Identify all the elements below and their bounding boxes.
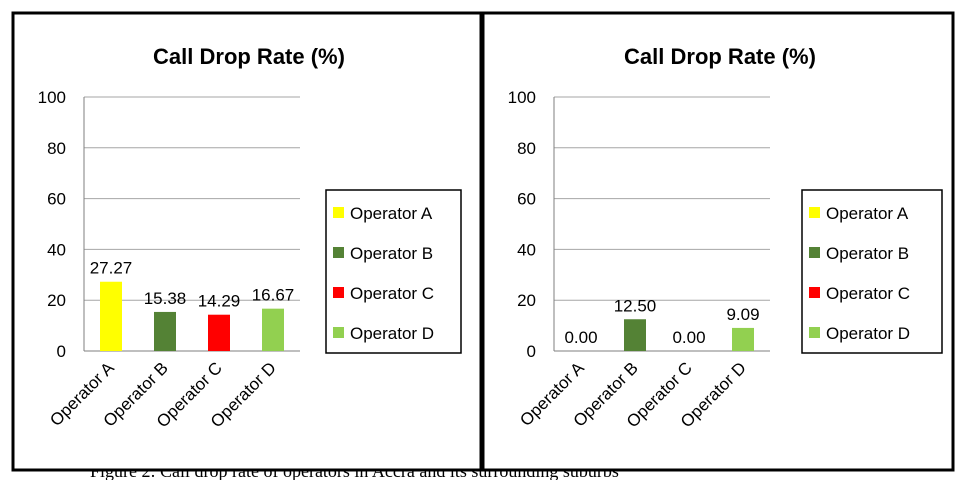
y-tick-label: 20 bbox=[517, 291, 536, 310]
legend-entry: Operator B bbox=[350, 244, 433, 263]
chart-title: Call Drop Rate (%) bbox=[624, 44, 816, 69]
data-label: 15.38 bbox=[144, 289, 187, 308]
data-label: 12.50 bbox=[614, 296, 657, 315]
y-tick-label: 60 bbox=[517, 190, 536, 209]
data-label: 0.00 bbox=[672, 328, 705, 347]
y-tick-label: 80 bbox=[517, 139, 536, 158]
data-label: 27.27 bbox=[90, 259, 133, 278]
legend-entry: Operator C bbox=[350, 284, 434, 303]
y-tick-label: 100 bbox=[38, 88, 66, 107]
legend-swatch bbox=[333, 207, 344, 218]
y-tick-label: 40 bbox=[517, 240, 536, 259]
chart-panel-2: Call Drop Rate (%) 0 20 40 60 80 100 0.00 Operat… bbox=[481, 11, 955, 472]
legend-entry: Operator D bbox=[350, 324, 434, 343]
legend-swatch bbox=[809, 287, 820, 298]
data-label: 16.67 bbox=[252, 286, 295, 305]
legend-swatch bbox=[809, 207, 820, 218]
y-tick-label: 100 bbox=[508, 88, 536, 107]
bar bbox=[732, 327, 754, 351]
legend-swatch bbox=[333, 247, 344, 258]
data-label: 14.29 bbox=[198, 292, 241, 311]
data-label: 9.09 bbox=[726, 305, 759, 324]
bar bbox=[262, 308, 284, 351]
data-label: 0.00 bbox=[564, 328, 597, 347]
legend-swatch bbox=[809, 327, 820, 338]
bar bbox=[154, 311, 176, 351]
legend-swatch bbox=[333, 287, 344, 298]
legend-box bbox=[325, 189, 462, 354]
figure-caption: Figure 2: Call drop rate of operators in… bbox=[90, 470, 619, 480]
y-tick-label: 40 bbox=[47, 240, 66, 259]
legend-entry: Operator A bbox=[350, 204, 433, 223]
chart-title: Call Drop Rate (%) bbox=[153, 44, 345, 69]
legend-swatch bbox=[809, 247, 820, 258]
bar bbox=[100, 281, 122, 351]
y-tick-label: 20 bbox=[47, 291, 66, 310]
bar bbox=[208, 314, 230, 351]
y-tick-label: 0 bbox=[57, 342, 66, 361]
figure-caption-strip: Figure 2: Call drop rate of operators in… bbox=[0, 470, 963, 480]
chart-panel-1: Call Drop Rate (%) 0 20 40 60 80 100 27.27 Opera… bbox=[11, 11, 483, 472]
legend-entry: Operator D bbox=[826, 324, 910, 343]
y-tick-label: 80 bbox=[47, 139, 66, 158]
legend-entry: Operator C bbox=[826, 284, 910, 303]
y-tick-label: 60 bbox=[47, 190, 66, 209]
legend-swatch bbox=[333, 327, 344, 338]
legend-entry: Operator A bbox=[826, 204, 909, 223]
legend-entry: Operator B bbox=[826, 244, 909, 263]
bar bbox=[624, 319, 646, 351]
legend-box bbox=[801, 189, 943, 354]
y-tick-label: 0 bbox=[527, 342, 536, 361]
